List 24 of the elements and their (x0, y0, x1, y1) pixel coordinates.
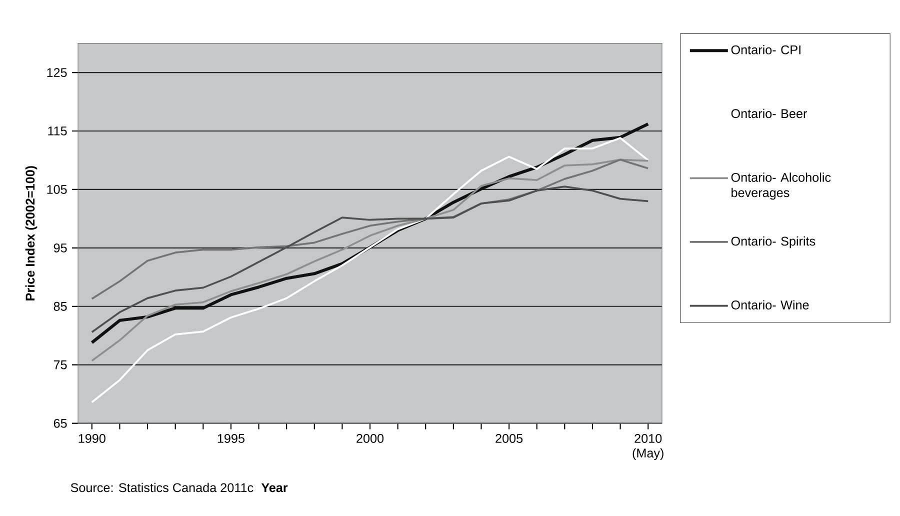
x-tick-label: 1990 (78, 434, 106, 443)
y-tick-label: 85 (54, 302, 67, 311)
y-axis-title: Price Index (2002=100) (25, 166, 38, 300)
x-tick-label: 1995 (218, 434, 244, 443)
y-tick-label: 105 (47, 184, 67, 194)
source-note: Source: Statistics Canada 2011c (70, 482, 254, 492)
x-axis-title: Year (261, 483, 288, 492)
line-series (90, 137, 650, 404)
y-tick-label: 125 (47, 68, 67, 78)
x-tick-label: 2000 (356, 434, 384, 443)
y-tick-label: 95 (54, 243, 67, 252)
line-series (90, 186, 650, 334)
legend-label: Ontario- Spirits (731, 236, 816, 248)
x-tick-label: 2005 (496, 434, 523, 443)
y-tick-label: 65 (54, 418, 67, 428)
legend-label: Ontario- Wine (731, 300, 809, 310)
text: Ontario- Beer (731, 108, 807, 118)
y-tick-label: 115 (48, 126, 67, 136)
line-series (90, 158, 650, 300)
legend-label: Ontario- CPI (731, 45, 800, 54)
legend-label: Ontario- Alcoholic beverages (731, 172, 831, 200)
x-tick-label: 2010 (May) (632, 434, 664, 460)
line-series (90, 158, 650, 362)
y-tick-label: 75 (54, 360, 67, 370)
